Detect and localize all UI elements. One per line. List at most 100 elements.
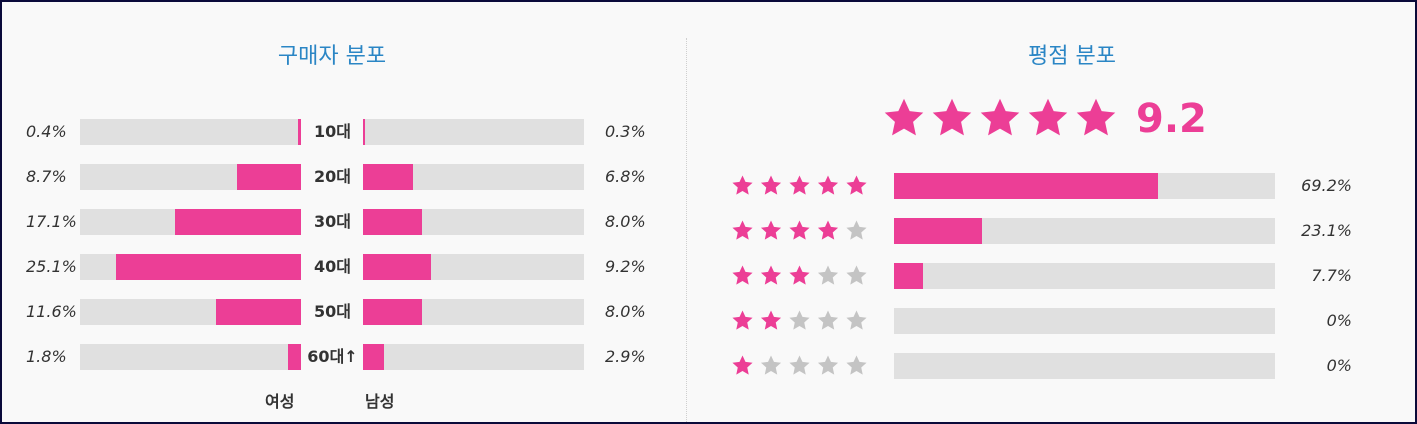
female-bar	[298, 119, 301, 145]
rating-bar-track	[894, 218, 1275, 244]
stars	[732, 175, 867, 195]
female-bar-track	[80, 344, 301, 370]
female-percent-label: 11.6%	[26, 302, 77, 321]
female-label: 여성	[265, 392, 295, 411]
male-percent-label: 8.0%	[605, 212, 646, 231]
star-empty-icon	[789, 310, 810, 330]
overall-score: 9.2	[1136, 96, 1207, 142]
star-filled-icon	[846, 175, 867, 195]
male-bar-track	[363, 119, 584, 145]
male-percent-label: 0.3%	[605, 122, 646, 141]
male-bar	[363, 209, 422, 235]
star-empty-icon	[846, 265, 867, 285]
male-bar-track	[363, 164, 584, 190]
star-filled-icon	[760, 220, 782, 240]
star-filled-icon	[789, 220, 810, 240]
star-filled-icon	[732, 265, 753, 285]
star-empty-icon	[817, 265, 839, 285]
overall-star-rating	[882, 96, 1118, 140]
section-divider	[686, 38, 687, 422]
star-empty-icon	[846, 355, 867, 375]
female-bar-track	[80, 209, 301, 235]
stars	[732, 310, 867, 330]
rating-bar-track	[894, 263, 1275, 289]
stars	[732, 265, 867, 285]
female-bar-track	[80, 119, 301, 145]
male-bar-track	[363, 209, 584, 235]
star-filled-icon	[732, 355, 753, 375]
star-filled-icon	[760, 175, 782, 195]
male-percent-label: 2.9%	[605, 347, 646, 366]
female-percent-label: 8.7%	[26, 167, 67, 186]
male-bar	[363, 344, 385, 370]
star-filled-icon	[732, 220, 753, 240]
female-percent-label: 1.8%	[26, 347, 67, 366]
star-empty-icon	[846, 310, 867, 330]
female-percent-label: 17.1%	[26, 212, 77, 231]
rating-percent-label: 23.1%	[1301, 221, 1352, 240]
age-group-label: 30대	[314, 212, 351, 231]
star-filled-icon	[1028, 98, 1068, 136]
male-bar	[363, 254, 431, 280]
female-bar-track	[80, 164, 301, 190]
stars	[884, 98, 1116, 136]
female-bar	[175, 209, 301, 235]
rating-percent-label: 7.7%	[1311, 266, 1352, 285]
female-percent-label: 0.4%	[26, 122, 67, 141]
rating-bar	[894, 173, 1158, 199]
rating-bar-track	[894, 173, 1275, 199]
female-bar	[116, 254, 301, 280]
buyer-distribution-title: 구매자 분포	[277, 44, 387, 69]
female-bar	[215, 299, 301, 325]
rating-distribution-title: 평점 분포	[1028, 44, 1116, 69]
stars	[732, 355, 867, 375]
star-empty-icon	[846, 220, 867, 240]
age-group-label: 60대↑	[307, 347, 358, 366]
rating-stars-1	[731, 354, 868, 378]
female-bar	[236, 164, 301, 190]
male-percent-label: 8.0%	[605, 302, 646, 321]
star-filled-icon	[1076, 98, 1116, 136]
rating-stars-4	[731, 219, 868, 243]
rating-bar-track	[894, 308, 1275, 334]
male-bar	[363, 164, 414, 190]
female-percent-label: 25.1%	[26, 257, 77, 276]
rating-percent-label: 0%	[1326, 356, 1352, 375]
star-empty-icon	[817, 355, 839, 375]
star-filled-icon	[732, 175, 753, 195]
male-bar-track	[363, 344, 584, 370]
rating-percent-label: 69.2%	[1301, 176, 1352, 195]
star-filled-icon	[980, 98, 1020, 136]
female-bar-track	[80, 299, 301, 325]
stars	[732, 220, 867, 240]
male-percent-label: 6.8%	[605, 167, 646, 186]
star-filled-icon	[789, 265, 810, 285]
star-filled-icon	[732, 310, 753, 330]
rating-bar	[894, 263, 924, 289]
star-filled-icon	[817, 175, 839, 195]
rating-percent-label: 0%	[1326, 311, 1352, 330]
male-label: 남성	[365, 392, 395, 411]
star-filled-icon	[884, 98, 924, 136]
rating-bar	[894, 218, 982, 244]
star-filled-icon	[760, 310, 782, 330]
female-bar-track	[80, 254, 301, 280]
rating-stars-3	[731, 264, 868, 288]
male-bar	[363, 299, 422, 325]
female-bar	[287, 344, 301, 370]
star-filled-icon	[817, 220, 839, 240]
star-filled-icon	[760, 265, 782, 285]
male-bar-track	[363, 299, 584, 325]
age-group-label: 50대	[314, 302, 351, 321]
age-group-label: 20대	[314, 167, 351, 186]
star-empty-icon	[817, 310, 839, 330]
male-bar	[363, 119, 366, 145]
rating-stars-2	[731, 309, 868, 333]
male-bar-track	[363, 254, 584, 280]
star-filled-icon	[789, 175, 810, 195]
star-filled-icon	[932, 98, 972, 136]
male-percent-label: 9.2%	[605, 257, 646, 276]
rating-stars-5	[731, 174, 868, 198]
age-group-label: 40대	[314, 257, 351, 276]
